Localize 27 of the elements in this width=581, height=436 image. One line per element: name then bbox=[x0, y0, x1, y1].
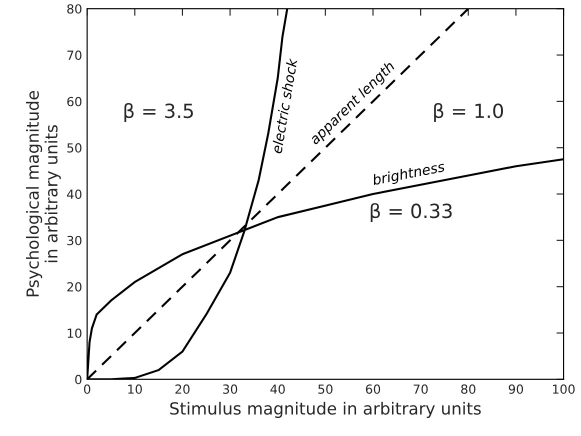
y-tick-label: 0 bbox=[75, 374, 82, 384]
y-tick-label: 10 bbox=[68, 328, 82, 338]
text: electric shock bbox=[271, 58, 298, 154]
x-tick-label: 0 bbox=[84, 384, 90, 394]
x-tick-label: 80 bbox=[461, 384, 476, 394]
y-tick-label: 80 bbox=[67, 4, 82, 14]
y-tick-label: 40 bbox=[66, 189, 82, 199]
y-tick-label: 60 bbox=[67, 96, 82, 106]
y-tick-label: 20 bbox=[67, 282, 82, 292]
annotation: β = 1.0 bbox=[434, 103, 503, 122]
x-tick-label: 10 bbox=[128, 384, 142, 394]
x-tick-label: 20 bbox=[175, 384, 190, 394]
x-tick-label: 70 bbox=[414, 384, 428, 394]
annotation: β = 0.33 bbox=[370, 203, 452, 222]
text: brightness bbox=[372, 160, 446, 188]
x-tick-label: 60 bbox=[366, 384, 380, 394]
y-axis-title: Psychological magnitude in arbitrary units bbox=[26, 91, 61, 296]
x-tick-label: 90 bbox=[508, 384, 524, 394]
x-tick-label: 100 bbox=[553, 384, 575, 394]
x-tick-label: 30 bbox=[223, 384, 238, 394]
y-tick-label: 50 bbox=[67, 143, 82, 153]
x-tick-label: 40 bbox=[270, 384, 285, 394]
y-tick-label: 70 bbox=[67, 50, 82, 60]
y-tick-label: 30 bbox=[67, 236, 82, 246]
x-tick-label: 50 bbox=[318, 384, 332, 394]
annotation: β = 3.5 bbox=[124, 103, 193, 122]
x-axis-title: Stimulus magnitude in arbitrary units bbox=[170, 402, 481, 418]
